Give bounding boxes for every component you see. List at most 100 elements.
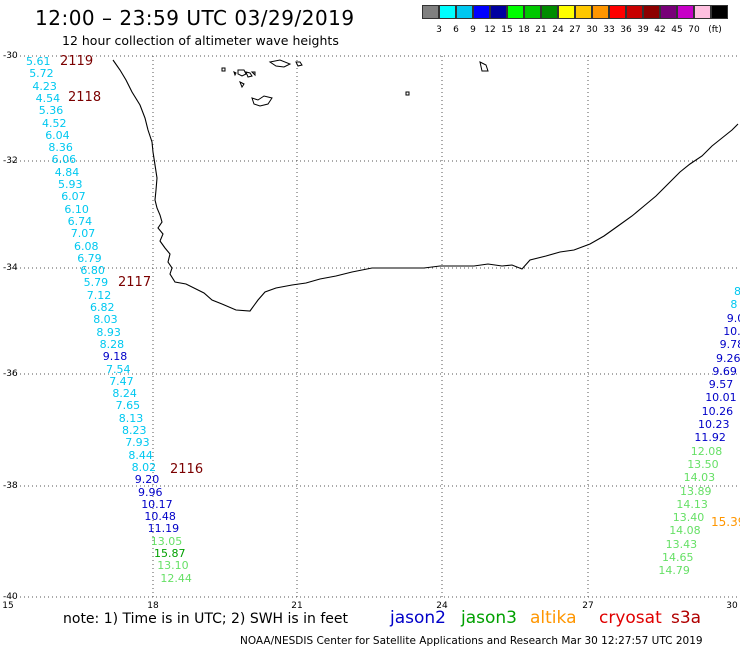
wave-height-value: 13.10 <box>157 559 189 573</box>
longitude-label: 18 <box>147 601 159 611</box>
wave-height-value: 8.23 <box>122 424 147 437</box>
scale-label: 45 <box>671 25 683 35</box>
wave-height-value: 8.36 <box>48 141 73 155</box>
scale-label: (ft) <box>708 25 722 35</box>
wave-height-value: 15.87 <box>154 547 186 560</box>
scale-label: 42 <box>654 25 666 35</box>
wave-height-value: 8.28 <box>99 337 125 351</box>
wave-height-value: 8 <box>734 285 740 298</box>
wave-height-value: 10.17 <box>141 497 173 511</box>
footnote: note: 1) Time is in UTC; 2) SWH is in fe… <box>63 611 349 627</box>
wave-height-value: 4.84 <box>54 165 80 179</box>
scale-swatch <box>473 5 490 19</box>
legend-altika: altika <box>530 608 577 628</box>
wave-height-value: 11.92 <box>694 431 726 445</box>
wave-height-value: 8.03 <box>93 313 118 327</box>
wave-height-value: 10.0 <box>723 324 740 338</box>
latitude-label: -38 <box>3 481 18 491</box>
wave-height-value: 9.20 <box>134 473 160 487</box>
scale-label: 30 <box>586 25 598 35</box>
wave-height-value: 6.08 <box>74 239 99 253</box>
scale-swatch <box>609 5 626 19</box>
wave-height-value: 6.82 <box>90 301 115 314</box>
legend-jason2: jason2 <box>390 608 446 628</box>
wave-height-value: 9.0 <box>726 311 740 325</box>
wave-height-value: 4.52 <box>42 116 67 130</box>
scale-swatch <box>592 5 609 19</box>
scale-swatch <box>711 5 728 19</box>
wave-height-value: 9.69 <box>712 364 737 378</box>
wave-height-value: 13.05 <box>150 534 183 548</box>
wave-height-value: 9.78 <box>719 338 740 352</box>
wave-height-value: 13.43 <box>665 537 698 551</box>
scale-swatch <box>643 5 660 19</box>
latitude-label: -32 <box>3 156 18 166</box>
lat-lon-grid <box>12 55 740 598</box>
scale-label: 6 <box>453 25 459 35</box>
wave-height-value: 9.96 <box>138 485 163 499</box>
scale-label: 36 <box>620 25 632 35</box>
wave-height-value: 7.65 <box>115 399 141 413</box>
longitude-label: 15 <box>2 601 14 611</box>
scale-swatch <box>422 5 439 19</box>
map-title: 12:00 – 23:59 UTC 03/29/2019 <box>35 6 355 30</box>
legend-s3a: s3a <box>671 608 702 628</box>
scale-swatch <box>507 5 524 19</box>
wave-height-value: 7.54 <box>106 362 131 376</box>
wave-height-value: 8.93 <box>96 325 121 339</box>
wave-height-value: 7.07 <box>70 227 96 241</box>
pass-label: 2116 <box>170 462 204 477</box>
scale-swatch <box>660 5 677 19</box>
wave-height-value: 6.07 <box>61 190 86 204</box>
wave-height-value: 13.40 <box>672 511 705 525</box>
latitude-label: -34 <box>3 263 18 273</box>
wave-height-value: 14.65 <box>662 551 694 564</box>
wave-height-value: 8.02 <box>131 460 157 474</box>
wave-height-value: 14.79 <box>658 564 690 578</box>
longitude-label: 21 <box>291 601 303 611</box>
wave-height-value: 6.10 <box>64 202 89 216</box>
longitude-label: 24 <box>436 601 448 611</box>
pass-label: 2119 <box>60 54 94 69</box>
credit-line: NOAA/NESDIS Center for Satellite Applica… <box>240 635 703 647</box>
scale-swatch <box>490 5 507 19</box>
wave-height-value: 14.13 <box>676 497 708 511</box>
wave-height-value: 5.93 <box>58 178 83 191</box>
wave-height-value: 12.08 <box>690 444 723 458</box>
latitude-label: -36 <box>3 369 18 379</box>
wave-height-value: 7.47 <box>109 374 134 388</box>
wave-height-value: 9.57 <box>708 378 734 392</box>
scale-swatch <box>524 5 541 19</box>
wave-height-value: 8.44 <box>128 448 153 462</box>
scale-label: 9 <box>470 25 476 35</box>
scale-label: 21 <box>535 25 547 35</box>
legend-cryosat: cryosat <box>599 608 662 628</box>
altika-wave-height: 15.39 <box>711 515 740 529</box>
scale-swatch <box>575 5 592 19</box>
scale-label: 18 <box>518 25 530 35</box>
scale-swatch <box>456 5 473 19</box>
wave-height-value: 13.89 <box>680 484 712 498</box>
longitude-label: 30 <box>726 601 738 611</box>
scale-label: 24 <box>552 25 564 35</box>
longitude-label: 27 <box>582 601 594 611</box>
wave-height-value: 4.54 <box>35 91 61 105</box>
scale-swatch <box>677 5 694 19</box>
wave-height-value: 5.79 <box>83 276 109 290</box>
scale-swatch <box>439 5 456 19</box>
scale-label: 33 <box>603 25 615 35</box>
wave-height-value: 10.26 <box>701 404 734 418</box>
wave-height-value: 13.50 <box>687 457 719 471</box>
wave-height-value: 6.79 <box>77 251 102 265</box>
wave-height-value: 14.08 <box>669 524 701 538</box>
scale-swatch <box>558 5 575 19</box>
scale-label: 70 <box>688 25 700 35</box>
wave-height-value: 6.04 <box>45 128 70 142</box>
wave-height-value: 10.23 <box>698 418 730 431</box>
legend-jason3: jason3 <box>461 608 517 628</box>
wave-height-value: 8.13 <box>118 411 144 425</box>
scale-label: 27 <box>569 25 581 35</box>
wave-height-value: 9.18 <box>102 350 128 364</box>
scale-label: 15 <box>501 25 513 35</box>
scale-swatch <box>541 5 558 19</box>
